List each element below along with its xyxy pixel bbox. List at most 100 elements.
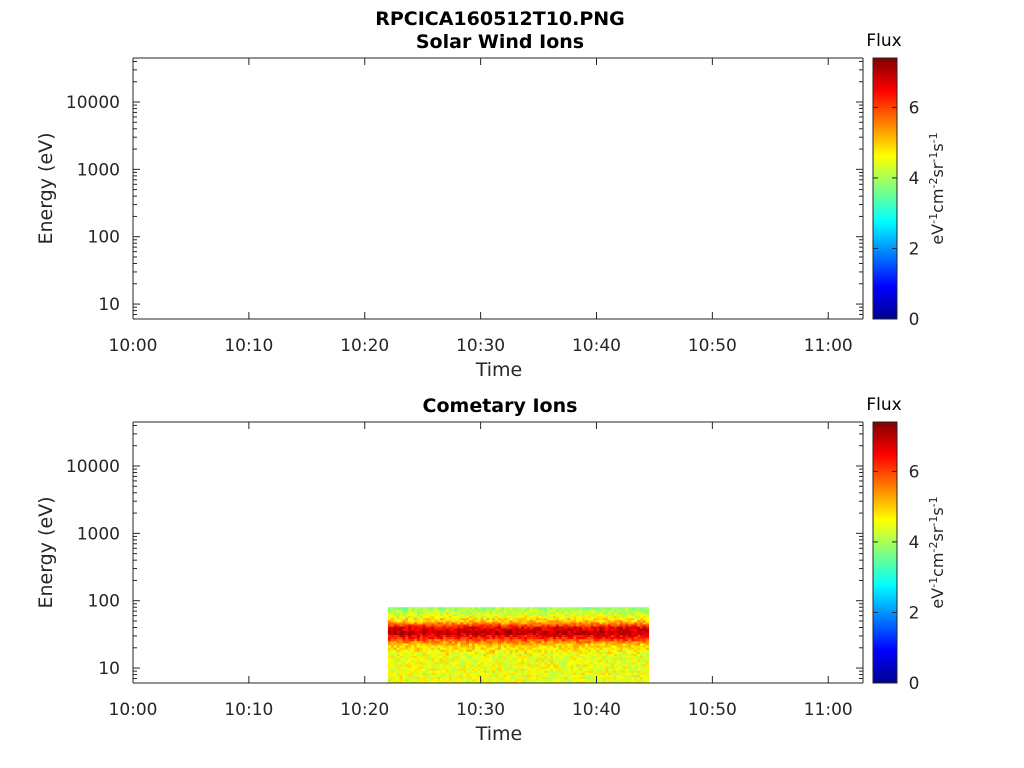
heatmap-cell — [399, 657, 403, 661]
heatmap-cell — [555, 680, 560, 684]
heatmap-cell — [489, 607, 493, 610]
heatmap-cell — [639, 651, 644, 654]
heatmap-cell — [631, 609, 635, 612]
heatmap-cell — [500, 611, 505, 614]
heatmap-cell — [399, 664, 403, 667]
heatmap-cell — [405, 607, 409, 610]
heatmap-cell — [483, 621, 487, 625]
heatmap-cell — [466, 645, 470, 648]
heatmap-cell — [492, 655, 496, 659]
heatmap-cell — [582, 613, 586, 617]
heatmap-cell — [567, 655, 571, 659]
heatmap-cell — [393, 613, 398, 617]
heatmap-cell — [593, 617, 597, 621]
heatmap-cell — [422, 609, 426, 612]
heatmap-cell — [460, 659, 464, 663]
heatmap-cell — [457, 624, 461, 627]
heatmap-cell — [529, 661, 534, 665]
heatmap-cell — [579, 668, 583, 671]
heatmap-cell — [425, 647, 429, 650]
heatmap-cell — [605, 661, 609, 665]
heatmap-cell — [489, 664, 493, 667]
heatmap-cell — [437, 607, 441, 610]
heatmap-cell — [628, 655, 632, 659]
heatmap-cell — [645, 672, 650, 675]
heatmap-cell — [518, 668, 522, 671]
heatmap-cell — [564, 634, 568, 638]
heatmap-cell — [605, 678, 609, 682]
heatmap-cell — [405, 649, 409, 652]
heatmap-cell — [509, 630, 513, 633]
heatmap-cell — [442, 678, 447, 682]
heatmap-cell — [579, 636, 583, 640]
heatmap-cell — [445, 607, 450, 610]
heatmap-cell — [582, 611, 586, 614]
heatmap-cell — [425, 619, 429, 623]
heatmap-cell — [515, 647, 519, 650]
heatmap-cell — [457, 661, 461, 665]
heatmap-cell — [547, 670, 551, 673]
heatmap-cell — [396, 632, 400, 635]
heatmap-cell — [570, 626, 574, 629]
heatmap-cell — [619, 659, 623, 663]
heatmap-cell — [532, 672, 537, 675]
heatmap-cell — [422, 670, 426, 673]
heatmap-cell — [431, 638, 435, 642]
unit-base: s — [928, 507, 947, 515]
heatmap-cell — [393, 619, 398, 623]
heatmap-cell — [413, 607, 418, 610]
heatmap-cell — [399, 678, 403, 682]
heatmap-cell — [524, 643, 528, 646]
heatmap-cell — [425, 630, 429, 633]
heatmap-cell — [411, 674, 415, 678]
heatmap-cell — [440, 657, 444, 661]
heatmap-cell — [590, 649, 594, 652]
heatmap-cell — [437, 664, 441, 667]
heatmap-cell — [480, 626, 484, 629]
heatmap-cell — [524, 638, 528, 642]
heatmap-cell — [399, 613, 403, 617]
heatmap-cell — [555, 655, 560, 659]
heatmap-cell — [440, 628, 444, 631]
heatmap-cell — [608, 626, 612, 629]
heatmap-cell — [390, 624, 395, 627]
heatmap-cell — [613, 647, 618, 650]
heatmap-cell — [503, 611, 508, 614]
heatmap-cell — [416, 651, 421, 654]
heatmap-cell — [553, 653, 557, 657]
heatmap-cell — [526, 609, 531, 612]
heatmap-cell — [402, 680, 406, 684]
heatmap-cell — [390, 611, 395, 614]
heatmap-cell — [628, 666, 632, 669]
heatmap-cell — [558, 609, 563, 612]
heatmap-cell — [451, 621, 455, 625]
heatmap-cell — [587, 630, 592, 633]
heatmap-cell — [582, 636, 586, 640]
heatmap-cell — [596, 664, 600, 667]
heatmap-cell — [593, 607, 597, 610]
heatmap-cell — [532, 657, 537, 661]
heatmap-cell — [457, 647, 461, 650]
heatmap-cell — [628, 632, 632, 635]
heatmap-cell — [431, 678, 435, 682]
heatmap-cell — [547, 664, 551, 667]
x-axis-label: Time — [475, 359, 523, 381]
heatmap-cell — [387, 615, 392, 619]
heatmap-cell — [486, 645, 490, 648]
heatmap-cell — [419, 655, 424, 659]
heatmap-cell — [402, 653, 406, 657]
heatmap-cell — [422, 634, 426, 638]
heatmap-cell — [625, 659, 629, 663]
heatmap-cell — [454, 672, 458, 675]
heatmap-cell — [457, 636, 461, 640]
heatmap-cell — [605, 668, 609, 671]
heatmap-cell — [535, 624, 539, 627]
heatmap-cell — [411, 609, 415, 612]
heatmap-cell — [460, 661, 464, 665]
heatmap-cell — [405, 678, 409, 682]
heatmap-cell — [628, 676, 632, 680]
heatmap-cell — [602, 626, 606, 629]
heatmap-cell — [616, 638, 621, 642]
heatmap-cell — [529, 624, 534, 627]
heatmap-cell — [480, 615, 484, 619]
